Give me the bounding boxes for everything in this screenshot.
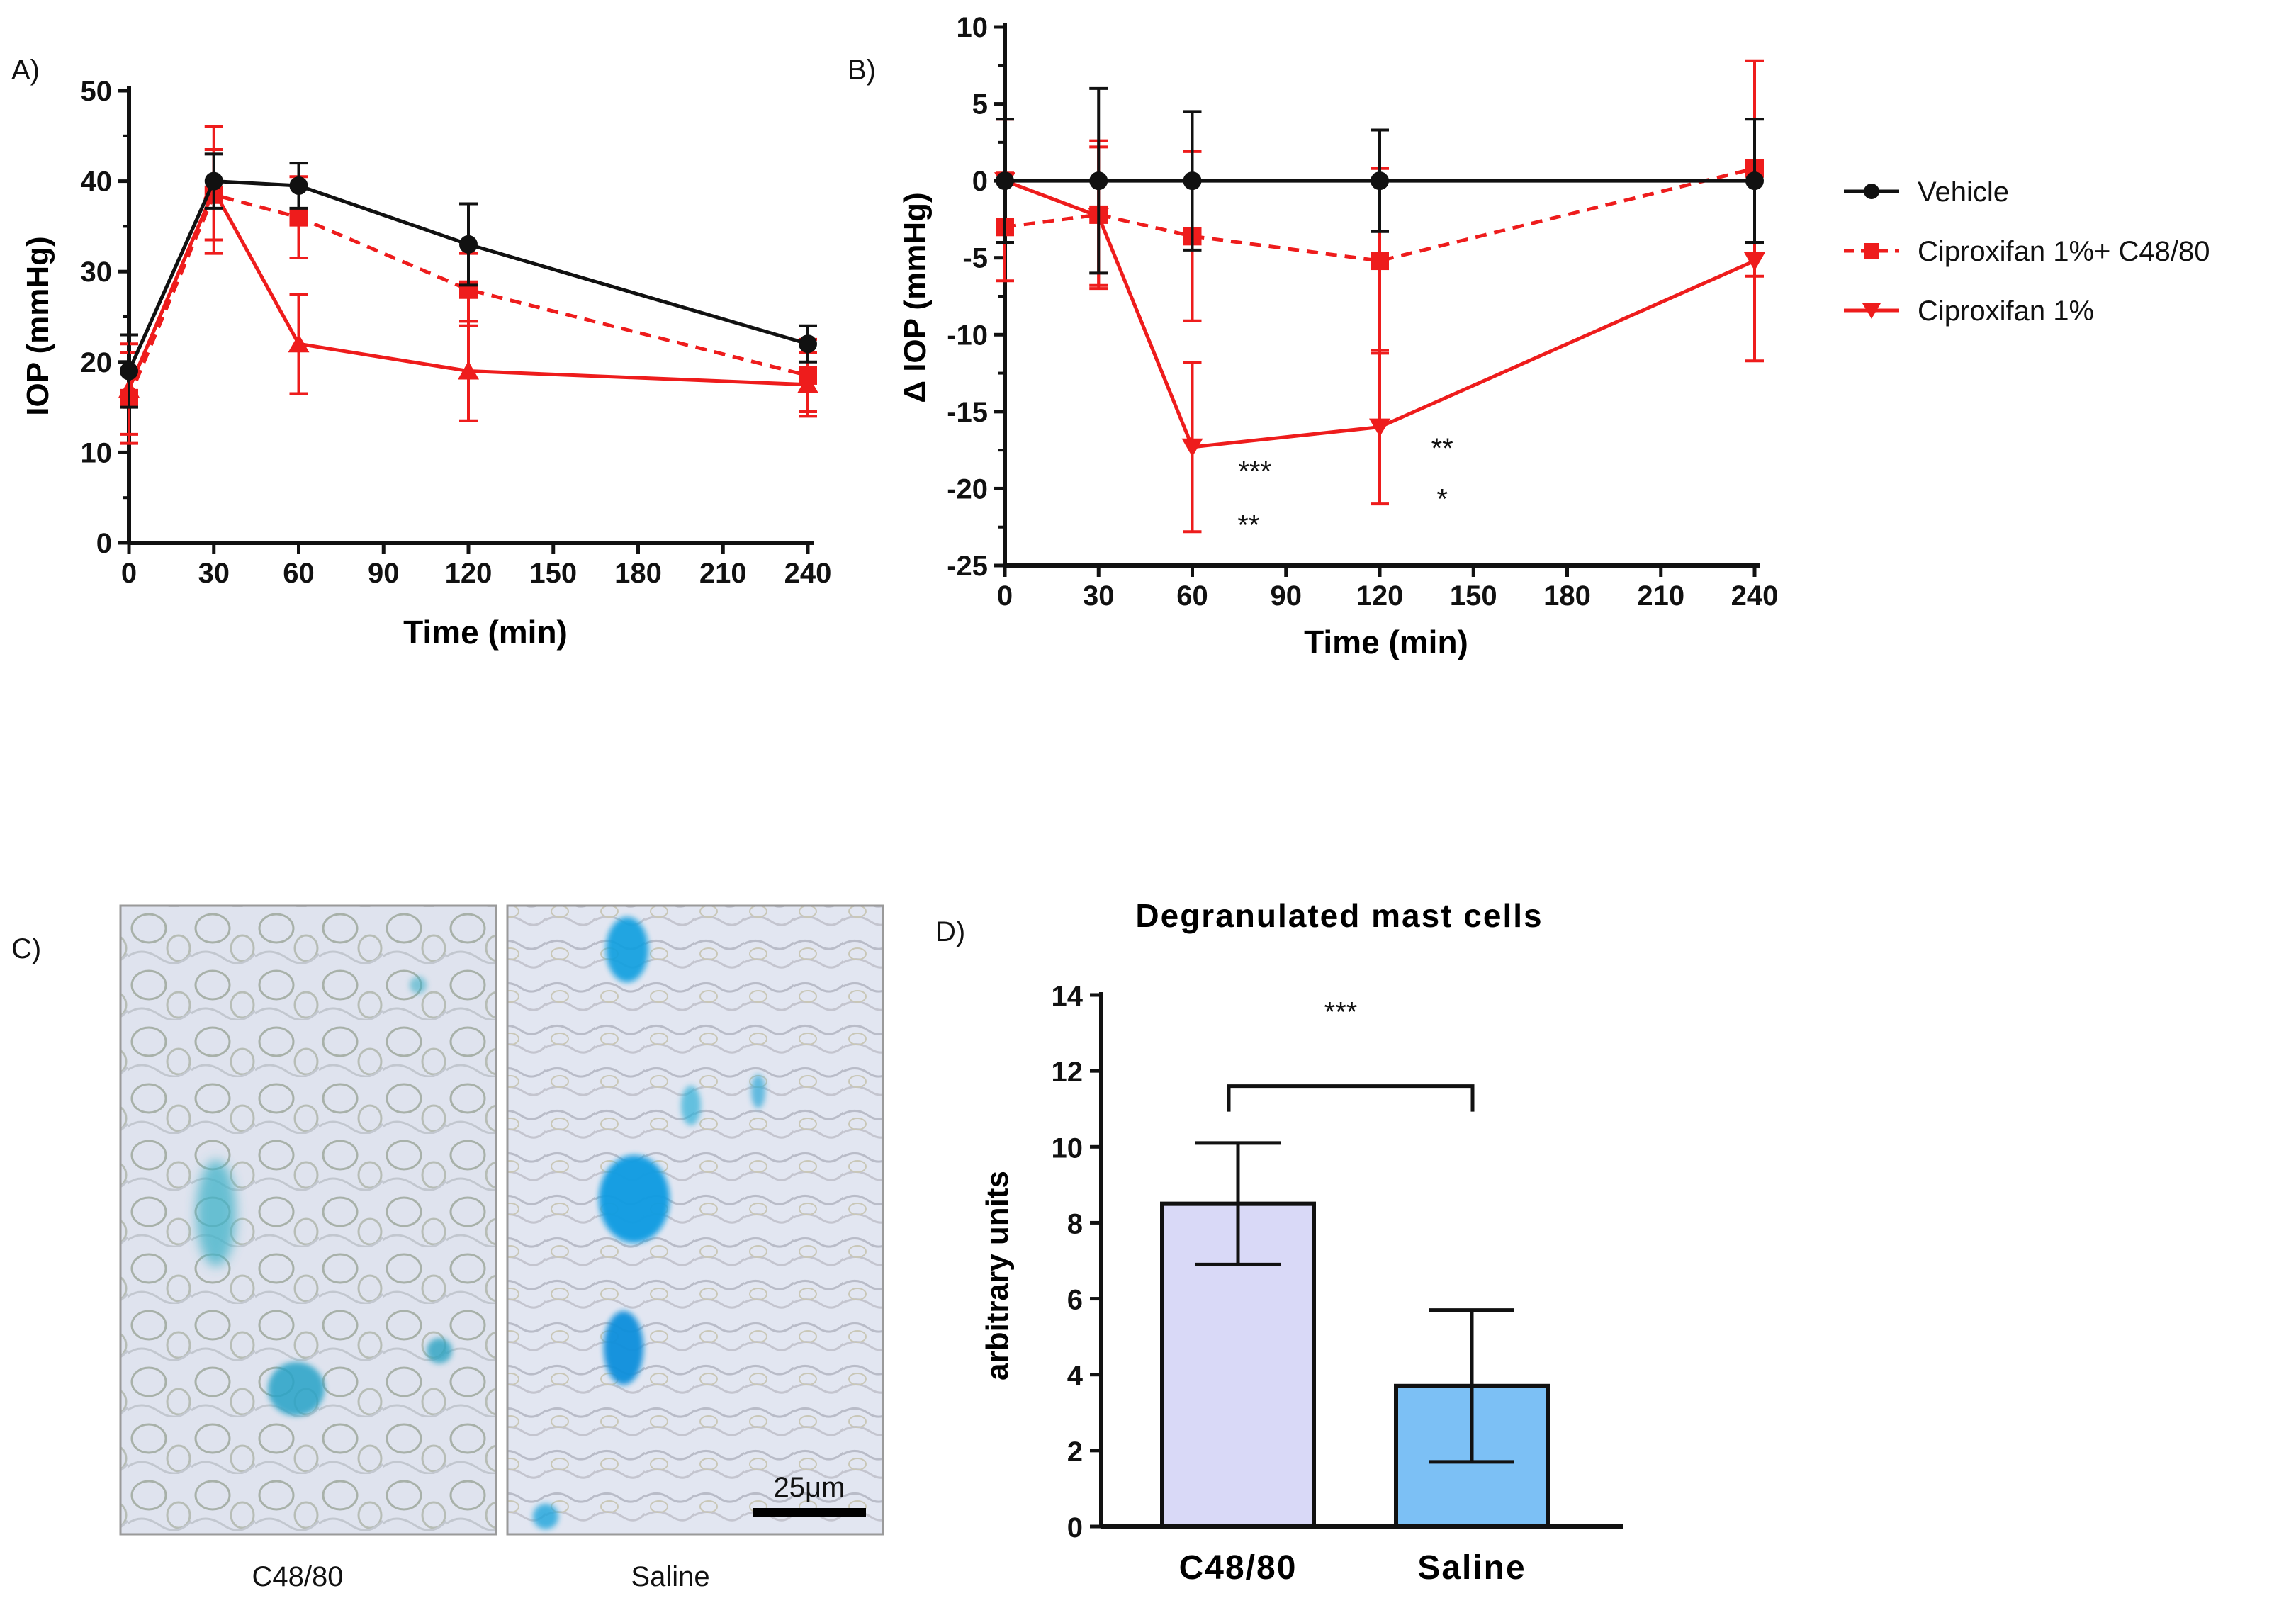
significance-annotation: **	[1237, 510, 1259, 541]
y-tick-label: 0	[96, 528, 112, 559]
x-tick-label: 210	[699, 558, 747, 589]
y-tick-label: 50	[81, 76, 113, 107]
legend-label-cipro-c48: Ciproxifan 1%+ C48/80	[1918, 236, 2210, 267]
micrograph-c48-80	[119, 904, 497, 1536]
caption-c48-80: C48/80	[252, 1561, 344, 1592]
data-point	[458, 361, 479, 380]
x-category-label: Saline	[1417, 1549, 1526, 1587]
data-point	[204, 171, 223, 191]
micrograph-saline: 25μm	[506, 904, 884, 1536]
chart-b-xlabel: Time (min)	[1304, 624, 1468, 660]
x-tick-label: 0	[997, 580, 1013, 612]
x-tick-label: 60	[283, 558, 315, 589]
panel-label-c: C)	[11, 933, 41, 964]
data-point	[996, 171, 1014, 191]
data-point	[289, 176, 308, 195]
legend-item-cipro: Ciproxifan 1%	[1844, 296, 2094, 327]
scale-bar	[753, 1508, 866, 1517]
legend-label-cipro: Ciproxifan 1%	[1918, 296, 2094, 327]
data-point	[799, 366, 817, 385]
x-tick-label: 180	[1543, 580, 1591, 612]
y-tick-label: -10	[947, 320, 988, 351]
chart-a: IOP (mmHg) Time (min) 0 10 20 30 40 50 0 30 60 90…	[21, 76, 831, 651]
y-tick-label: -20	[947, 473, 988, 505]
x-tick-label: 30	[1083, 580, 1115, 612]
chart-a-ylabel: IOP (mmHg)	[21, 236, 55, 415]
data-point	[288, 334, 310, 353]
data-point	[120, 361, 138, 381]
x-tick-label: 240	[784, 558, 832, 589]
micrograph-panel: 25μm C48/80 Saline	[119, 904, 884, 1592]
data-point	[289, 208, 308, 227]
panel-label-d: D)	[935, 916, 965, 947]
chart-b-ylabel: Δ IOP (mmHg)	[898, 192, 933, 403]
data-point	[799, 334, 817, 354]
significance-annotation: *	[1436, 484, 1448, 515]
chart-b: Δ IOP (mmHg) Time (min) 10 5 0 -5 -10 -15 -20 -…	[898, 12, 1778, 660]
y-tick-label: 30	[81, 257, 113, 288]
x-tick-label: 120	[445, 558, 493, 589]
data-point	[1181, 438, 1203, 457]
y-tick-label: -5	[962, 243, 988, 274]
significance-bracket	[1227, 1084, 1475, 1112]
legend-label-vehicle: Vehicle	[1918, 176, 2009, 208]
data-point	[1089, 171, 1108, 191]
series-line-ciproxifan-1-c48-80	[1004, 167, 1755, 263]
y-tick-label: 0	[972, 166, 988, 197]
x-tick-label: 210	[1637, 580, 1684, 612]
y-tick-label: 5	[972, 89, 988, 120]
y-tick-label: 14	[1052, 981, 1084, 1012]
chart-d: Degranulated mast cells arbitrary units …	[980, 897, 1623, 1587]
y-tick-label: 10	[81, 437, 113, 468]
y-tick-label: 2	[1067, 1436, 1083, 1468]
significance-label: ***	[1324, 997, 1358, 1028]
data-point	[1371, 171, 1389, 191]
data-point	[1745, 171, 1764, 191]
panel-label-a: A)	[11, 55, 40, 86]
chart-d-title: Degranulated mast cells	[1135, 897, 1543, 934]
legend: Vehicle Ciproxifan 1%+ C48/80 Ciproxifan…	[1844, 176, 2210, 327]
scale-bar-label: 25μm	[774, 1472, 845, 1503]
x-tick-label: 90	[368, 558, 400, 589]
chart-a-xlabel: Time (min)	[403, 614, 568, 651]
data-point	[1183, 171, 1202, 191]
y-tick-label: 12	[1052, 1057, 1084, 1088]
x-category-label: C48/80	[1179, 1549, 1298, 1587]
data-point	[1369, 418, 1390, 437]
x-tick-label: 150	[1450, 580, 1497, 612]
x-tick-label: 180	[614, 558, 662, 589]
y-tick-label: 40	[81, 167, 113, 198]
y-tick-label: 4	[1067, 1361, 1084, 1392]
chart-d-ylabel: arbitrary units	[980, 1171, 1015, 1380]
x-tick-label: 150	[529, 558, 577, 589]
x-tick-label: 30	[198, 558, 230, 589]
legend-item-cipro-c48: Ciproxifan 1%+ C48/80	[1844, 236, 2210, 267]
legend-item-vehicle: Vehicle	[1844, 176, 2009, 208]
y-tick-label: 8	[1067, 1208, 1083, 1239]
significance-annotation: **	[1431, 433, 1453, 464]
y-tick-label: 6	[1067, 1285, 1083, 1316]
caption-saline: Saline	[631, 1561, 709, 1592]
data-point	[459, 235, 478, 254]
y-tick-label: -25	[947, 551, 988, 582]
panel-label-b: B)	[848, 55, 876, 86]
data-point	[1371, 252, 1389, 271]
x-tick-label: 240	[1731, 580, 1779, 612]
y-tick-label: 10	[1052, 1132, 1084, 1164]
y-tick-label: 20	[81, 347, 113, 378]
x-tick-label: 90	[1271, 580, 1302, 612]
y-tick-label: -15	[947, 397, 988, 428]
x-tick-label: 0	[121, 558, 137, 589]
x-tick-label: 60	[1176, 580, 1208, 612]
y-tick-label: 10	[957, 12, 989, 43]
y-tick-label: 0	[1067, 1512, 1083, 1543]
x-tick-label: 120	[1356, 580, 1404, 612]
significance-annotation: ***	[1238, 456, 1271, 488]
